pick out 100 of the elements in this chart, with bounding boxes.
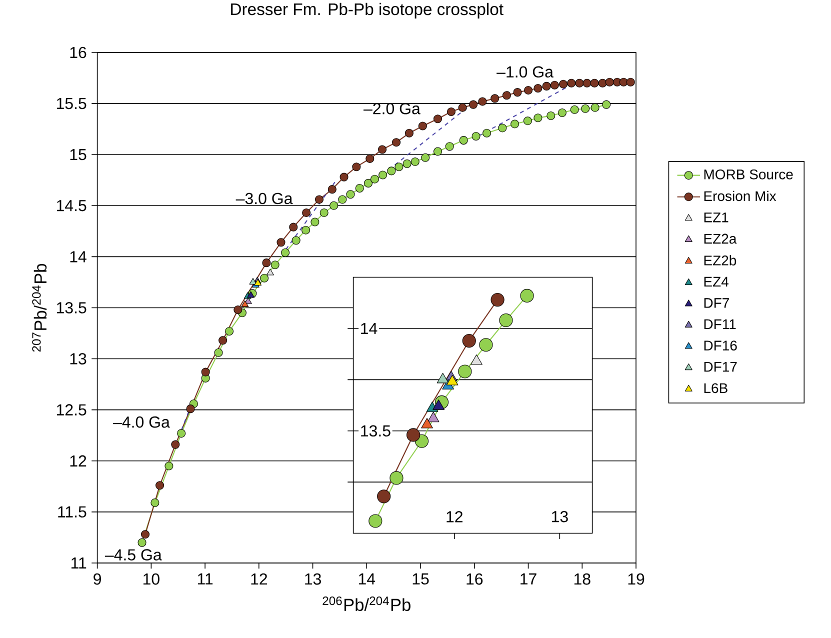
point (266, 268, 274, 276)
point (582, 78, 592, 88)
point (340, 172, 348, 182)
point (150, 498, 160, 508)
point (469, 100, 478, 109)
point (567, 78, 576, 88)
y-tick-label: 13.5 (361, 425, 390, 437)
point (364, 178, 373, 188)
point (418, 122, 427, 130)
point (499, 313, 513, 328)
point (378, 170, 388, 180)
chart-title: Dresser Fm. Pb-Pb isotope crossplot (231, 2, 504, 18)
legend-label: EZ4 (704, 276, 728, 287)
point (262, 258, 271, 268)
y-tick-label: 12 (70, 455, 86, 466)
point (214, 348, 223, 357)
point (218, 336, 228, 345)
point (432, 400, 445, 410)
legend-label: DF7 (704, 298, 729, 308)
point (445, 142, 454, 151)
legend-label: Erosion Mix (704, 190, 776, 202)
point (479, 338, 493, 352)
legend-label: DF11 (704, 319, 736, 330)
x-tick-label: 9 (94, 573, 101, 585)
point (404, 128, 414, 138)
point (281, 248, 290, 257)
legend-label: EZ2a (704, 234, 737, 244)
point (534, 84, 542, 92)
point (302, 208, 311, 218)
x-tick-label: 16 (466, 573, 483, 585)
point (387, 166, 396, 176)
point (330, 201, 338, 210)
point (462, 334, 476, 348)
x-tick-label: 13 (305, 573, 321, 585)
point (498, 124, 507, 132)
point (241, 300, 249, 307)
point (482, 128, 492, 138)
x-tick-label: 15 (412, 573, 429, 585)
point (310, 218, 320, 226)
point (602, 100, 611, 109)
legend-label: MORB Source (704, 169, 793, 180)
x-tick-label: 11 (198, 573, 213, 584)
point (254, 278, 262, 286)
point (546, 112, 556, 120)
x-tick-label: 19 (628, 573, 644, 585)
point (427, 412, 440, 422)
point (510, 120, 520, 128)
point (156, 481, 164, 490)
point (177, 429, 186, 438)
point (368, 514, 382, 528)
point (249, 278, 257, 284)
y-tick-label: 14.5 (56, 200, 86, 212)
point (390, 471, 404, 485)
point (394, 162, 404, 172)
y-tick-label: 13.5 (56, 302, 86, 314)
point (355, 184, 364, 193)
y-tick-label: 12.5 (56, 404, 86, 416)
annotation: –4.0 Ga (113, 416, 170, 428)
legend-label: DF17 (704, 362, 737, 372)
legend-label: L6B (704, 383, 728, 394)
point (590, 78, 599, 88)
point (433, 114, 442, 124)
point (458, 364, 472, 378)
point (270, 260, 280, 270)
point (328, 185, 336, 194)
point (534, 114, 542, 122)
point (524, 86, 533, 95)
point (458, 103, 467, 112)
point (314, 195, 324, 204)
point (186, 404, 195, 414)
y-axis-title: $^{207}$Pb/$^{204}$Pb (32, 264, 47, 352)
point (320, 208, 328, 218)
x-axis-title: $^{206}$Pb/$^{204}$Pb (322, 596, 410, 611)
point (590, 103, 600, 112)
point (570, 105, 579, 114)
point (559, 80, 568, 88)
point (436, 372, 449, 384)
point (346, 190, 355, 199)
point (433, 147, 442, 156)
point (513, 88, 522, 97)
point (605, 78, 614, 86)
point (352, 162, 361, 172)
point (370, 174, 380, 184)
point (472, 132, 480, 140)
point (406, 428, 420, 442)
y-tick-label: 14 (70, 251, 86, 262)
point (378, 145, 387, 154)
point (421, 153, 430, 162)
point (234, 306, 242, 314)
point (581, 104, 590, 113)
point (289, 222, 298, 232)
point (550, 80, 559, 90)
point (377, 490, 391, 504)
point (558, 108, 566, 117)
y-tick-label: 15 (70, 149, 86, 160)
point (470, 354, 482, 365)
point (171, 440, 180, 449)
point (302, 226, 310, 234)
point (520, 288, 534, 303)
point (140, 530, 150, 539)
